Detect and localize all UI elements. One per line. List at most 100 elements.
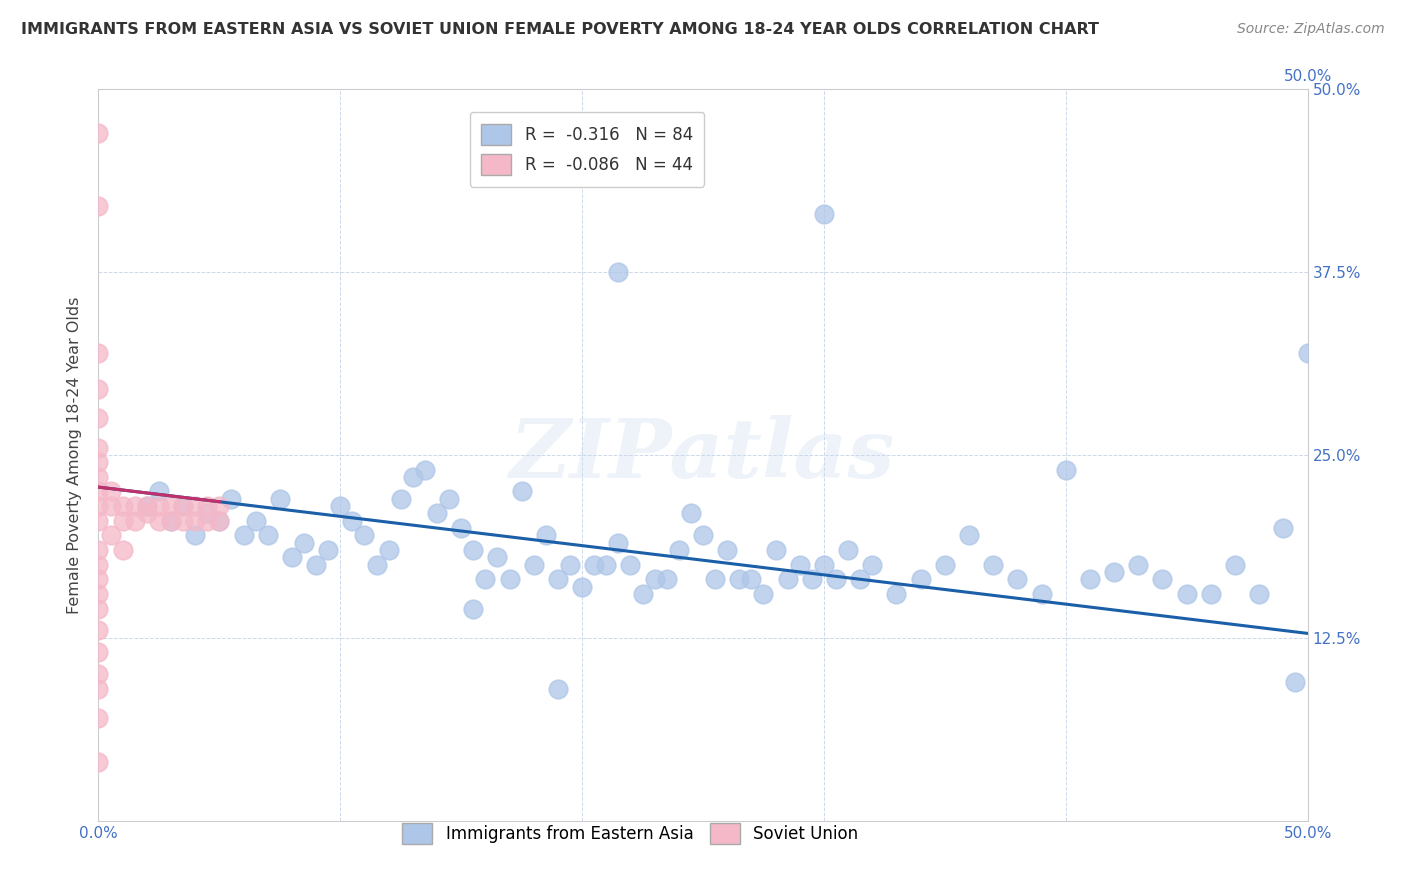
Point: [208, 514, 231, 528]
Point: [776, 572, 799, 586]
Point: [87, 514, 110, 528]
Point: [148, 514, 170, 528]
Point: [704, 572, 727, 586]
Point: [1175, 587, 1198, 601]
Legend: Immigrants from Eastern Asia, Soviet Union: Immigrants from Eastern Asia, Soviet Uni…: [394, 814, 868, 853]
Point: [813, 206, 835, 220]
Point: [813, 558, 835, 572]
Point: [463, 543, 485, 558]
Point: [1199, 587, 1222, 601]
Point: [87, 601, 110, 615]
Point: [728, 572, 751, 586]
Point: [195, 507, 218, 521]
Point: [87, 470, 110, 484]
Point: [426, 507, 449, 521]
Point: [463, 601, 485, 615]
Point: [523, 558, 546, 572]
Point: [329, 499, 352, 513]
Point: [366, 558, 388, 572]
Point: [208, 499, 231, 513]
Point: [281, 550, 304, 565]
Text: ZIPatlas: ZIPatlas: [510, 415, 896, 495]
Point: [474, 572, 496, 586]
Point: [825, 572, 848, 586]
Point: [1249, 587, 1271, 601]
Point: [160, 514, 183, 528]
Point: [1078, 572, 1101, 586]
Point: [221, 491, 243, 506]
Point: [981, 558, 1004, 572]
Point: [934, 558, 956, 572]
Point: [87, 484, 110, 499]
Point: [148, 484, 170, 499]
Point: [595, 558, 617, 572]
Point: [87, 645, 110, 659]
Point: [87, 587, 110, 601]
Point: [184, 499, 207, 513]
Point: [269, 491, 291, 506]
Point: [547, 681, 569, 696]
Point: [800, 572, 823, 586]
Point: [1296, 345, 1319, 359]
Point: [886, 587, 908, 601]
Point: [389, 491, 412, 506]
Point: [849, 572, 872, 586]
Point: [619, 558, 641, 572]
Point: [245, 514, 267, 528]
Point: [571, 580, 593, 594]
Point: [100, 499, 122, 513]
Point: [124, 514, 146, 528]
Point: [87, 681, 110, 696]
Point: [87, 126, 110, 140]
Point: [135, 499, 157, 513]
Point: [184, 528, 207, 542]
Point: [87, 711, 110, 725]
Point: [292, 535, 315, 549]
Point: [87, 499, 110, 513]
Point: [87, 572, 110, 586]
Point: [208, 514, 231, 528]
Point: [172, 514, 194, 528]
Point: [957, 528, 980, 542]
Point: [716, 543, 738, 558]
Point: [1031, 587, 1053, 601]
Point: [87, 624, 110, 638]
Text: IMMIGRANTS FROM EASTERN ASIA VS SOVIET UNION FEMALE POVERTY AMONG 18-24 YEAR OLD: IMMIGRANTS FROM EASTERN ASIA VS SOVIET U…: [21, 22, 1099, 37]
Point: [1152, 572, 1174, 586]
Point: [160, 499, 183, 513]
Point: [607, 265, 630, 279]
Point: [172, 499, 194, 513]
Point: [172, 499, 194, 513]
Point: [305, 558, 328, 572]
Point: [160, 514, 183, 528]
Point: [631, 587, 654, 601]
Point: [195, 514, 218, 528]
Point: [87, 411, 110, 425]
Point: [195, 499, 218, 513]
Point: [740, 572, 762, 586]
Point: [1272, 521, 1295, 535]
Point: [498, 572, 520, 586]
Text: Source: ZipAtlas.com: Source: ZipAtlas.com: [1237, 22, 1385, 37]
Point: [316, 543, 339, 558]
Point: [655, 572, 678, 586]
Point: [789, 558, 811, 572]
Point: [87, 455, 110, 469]
Point: [910, 572, 932, 586]
Point: [353, 528, 375, 542]
Point: [534, 528, 557, 542]
Point: [1007, 572, 1029, 586]
Point: [1102, 565, 1125, 579]
Point: [679, 507, 702, 521]
Point: [135, 507, 157, 521]
Point: [100, 484, 122, 499]
Point: [765, 543, 787, 558]
Point: [87, 199, 110, 213]
Point: [377, 543, 399, 558]
Point: [232, 528, 254, 542]
Point: [148, 499, 170, 513]
Point: [87, 543, 110, 558]
Point: [87, 382, 110, 396]
Point: [100, 528, 122, 542]
Point: [87, 558, 110, 572]
